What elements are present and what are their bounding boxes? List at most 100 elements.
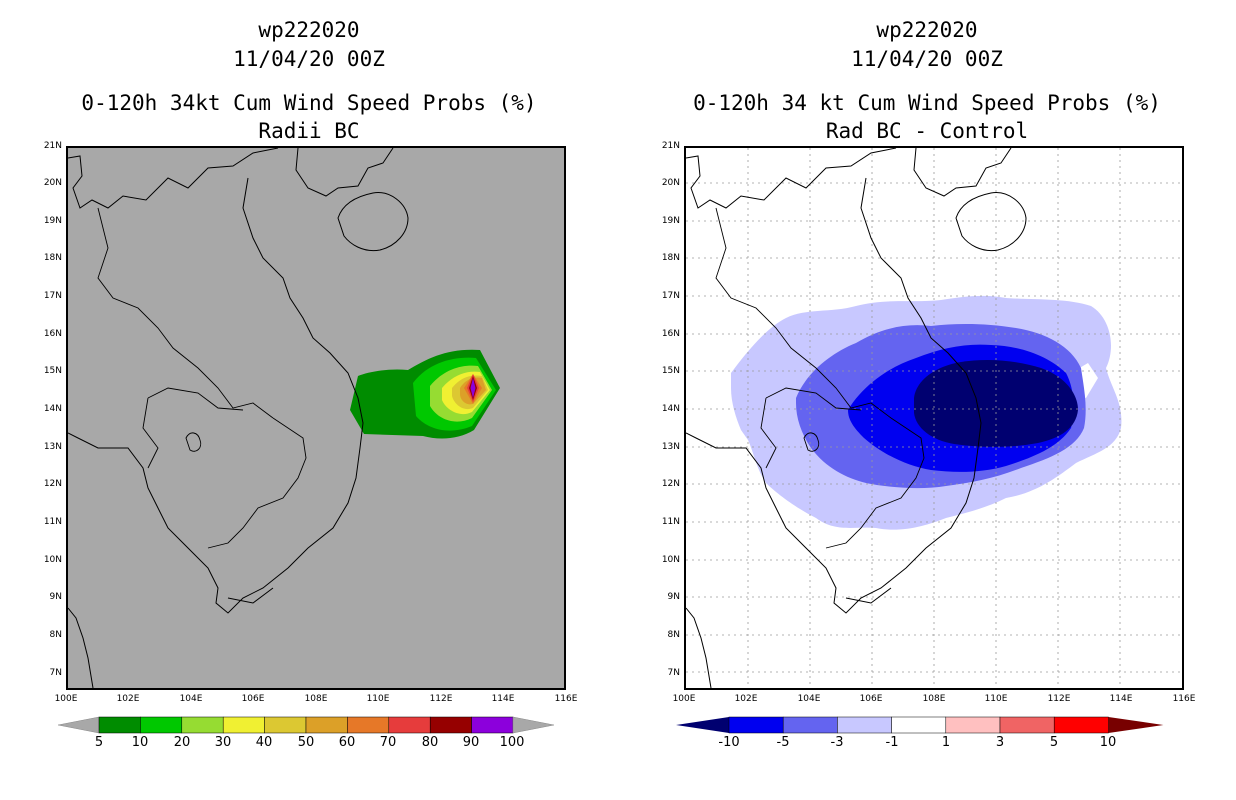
right-map (684, 146, 1184, 690)
lat-label: 17N (43, 291, 62, 301)
colorbar-arrow-low (676, 717, 729, 733)
borders (97, 207, 307, 549)
probability-contours (350, 349, 500, 439)
colorbar-cell (999, 716, 1055, 734)
lon-label: 110E (366, 694, 390, 704)
colorbar-tick: 20 (173, 735, 191, 750)
colorbar-cell (222, 716, 265, 734)
lat-label: 13N (43, 442, 62, 452)
lat-label: 12N (43, 479, 62, 489)
colorbar-cell (347, 716, 390, 734)
colorbar-tick: -10 (718, 735, 740, 750)
lat-label: 14N (43, 404, 62, 414)
lat-label: 10N (661, 555, 680, 565)
left-map (66, 146, 566, 690)
coastlines (686, 148, 1027, 688)
colorbar-cell (891, 716, 947, 734)
lat-label: 13N (661, 442, 680, 452)
right-subtitle: Rad BC - Control (825, 119, 1029, 143)
colorbar-arrow-high (512, 716, 554, 734)
right-storm-id: wp222020 (876, 18, 978, 42)
colorbar-tick: 10 (1099, 735, 1117, 750)
colorbar-tick: -3 (830, 735, 844, 750)
lat-label: 14N (661, 404, 680, 414)
colorbar-tick: 3 (995, 735, 1005, 750)
colorbar-cells (676, 716, 1164, 734)
coastlines (68, 148, 409, 688)
colorbar-tick: 40 (255, 735, 273, 750)
right-datetime: 11/04/20 00Z (851, 47, 1003, 71)
lon-label: 104E (797, 694, 821, 704)
lat-label: 19N (43, 216, 62, 226)
colorbar-cell (181, 716, 224, 734)
left-colorbar (58, 716, 554, 734)
lon-label: 112E (1047, 694, 1071, 704)
colorbar-tick: 100 (499, 735, 525, 750)
right-colorbar (676, 716, 1164, 734)
lon-label: 106E (241, 694, 265, 704)
lon-label: 110E (984, 694, 1008, 704)
colorbar-tick: 5 (1049, 735, 1059, 750)
lon-label: 116E (1172, 694, 1196, 704)
colorbar-tick: 5 (94, 735, 104, 750)
colorbar-cell (140, 716, 183, 734)
lat-label: 11N (661, 517, 680, 527)
lat-label: 19N (661, 216, 680, 226)
right-product-title: 0-120h 34 kt Cum Wind Speed Probs (%) (693, 91, 1161, 115)
lat-label: 7N (49, 668, 62, 678)
lat-label: 16N (43, 329, 62, 339)
lat-label: 15N (661, 366, 680, 376)
lat-label: 21N (43, 141, 62, 151)
colorbar-cell (305, 716, 348, 734)
colorbar-cell (429, 716, 472, 734)
lon-label: 100E (672, 694, 696, 704)
colorbar-cell (945, 716, 1001, 734)
lon-label: 114E (491, 694, 515, 704)
colorbar-tick: 10 (131, 735, 149, 750)
lon-label: 116E (554, 694, 578, 704)
lat-label: 18N (661, 253, 680, 263)
lat-label: 17N (661, 291, 680, 301)
borders (715, 207, 925, 549)
colorbar-cell (837, 716, 892, 734)
colorbar-cells (98, 716, 514, 734)
left-datetime: 11/04/20 00Z (233, 47, 385, 71)
lat-label: 15N (43, 366, 62, 376)
colorbar-cell (728, 716, 784, 734)
colorbar-tick: 80 (421, 735, 439, 750)
lat-label: 20N (661, 178, 680, 188)
colorbar-cell (782, 716, 838, 734)
lon-label: 114E (1109, 694, 1133, 704)
colorbar-arrow-low (58, 716, 100, 734)
lat-label: 18N (43, 253, 62, 263)
right-panel: wp222020 11/04/20 00Z 0-120h 34 kt Cum W… (618, 0, 1236, 800)
lat-label: 9N (49, 592, 62, 602)
lat-label: 10N (43, 555, 62, 565)
lat-label: 8N (667, 630, 680, 640)
grid (686, 148, 1182, 688)
lat-label: 8N (49, 630, 62, 640)
colorbar-tick: 1 (941, 735, 951, 750)
colorbar-arrow-high (1108, 717, 1164, 733)
colorbar-cell (471, 716, 514, 734)
lon-label: 106E (859, 694, 883, 704)
colorbar-cell (388, 716, 431, 734)
lat-label: 20N (43, 178, 62, 188)
left-storm-id: wp222020 (258, 18, 360, 42)
lon-label: 108E (304, 694, 328, 704)
lon-label: 112E (429, 694, 453, 704)
lat-label: 16N (661, 329, 680, 339)
colorbar-tick: 70 (379, 735, 397, 750)
lat-label: 9N (667, 592, 680, 602)
lon-label: 108E (922, 694, 946, 704)
lon-label: 102E (116, 694, 140, 704)
lon-label: 100E (54, 694, 78, 704)
lat-label: 12N (661, 479, 680, 489)
colorbar-tick: 60 (338, 735, 356, 750)
colorbar-tick: -1 (885, 735, 899, 750)
colorbar-cell (264, 716, 307, 734)
colorbar-tick: 90 (462, 735, 480, 750)
colorbar-cell (1053, 716, 1109, 734)
colorbar-tick: 50 (297, 735, 315, 750)
colorbar-tick: 30 (214, 735, 232, 750)
